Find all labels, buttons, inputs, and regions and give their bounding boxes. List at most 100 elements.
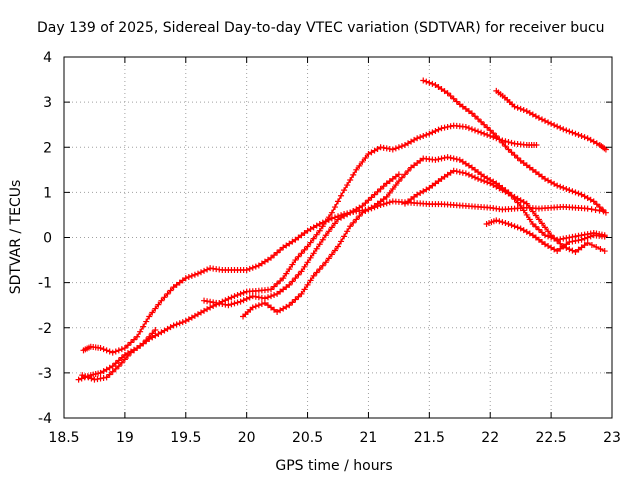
data-point xyxy=(572,248,579,255)
data-point xyxy=(563,185,570,192)
data-point xyxy=(268,293,275,300)
data-point xyxy=(389,185,396,192)
data-point xyxy=(88,375,95,382)
data-point xyxy=(584,195,591,202)
data-point xyxy=(505,139,512,146)
data-point xyxy=(520,160,527,167)
data-point xyxy=(173,281,180,288)
data-point xyxy=(468,164,475,171)
data-point xyxy=(588,241,595,248)
data-point xyxy=(398,143,405,150)
data-point xyxy=(438,175,445,182)
data-point xyxy=(597,246,604,253)
data-point xyxy=(328,209,335,216)
data-point xyxy=(194,311,201,318)
data-point xyxy=(182,317,189,324)
data-point xyxy=(447,154,454,161)
data-point xyxy=(258,260,265,267)
data-point xyxy=(508,192,515,199)
data-point xyxy=(359,202,366,209)
data-point xyxy=(204,306,211,313)
data-point xyxy=(140,340,147,347)
data-point xyxy=(447,123,454,130)
data-point xyxy=(588,206,595,213)
data-point xyxy=(456,156,463,163)
x-tick-label: 19 xyxy=(116,430,134,446)
data-point xyxy=(268,254,275,261)
data-point xyxy=(557,240,564,247)
data-point xyxy=(319,236,326,243)
data-point xyxy=(295,253,302,260)
data-point xyxy=(338,214,345,221)
data-point xyxy=(496,185,503,192)
data-point xyxy=(316,241,323,248)
data-point xyxy=(246,294,253,301)
data-point xyxy=(548,179,555,186)
y-tick-label: -3 xyxy=(38,366,52,382)
data-point xyxy=(115,363,122,370)
data-point xyxy=(441,173,448,180)
data-point xyxy=(338,238,345,245)
data-point xyxy=(374,188,381,195)
data-point xyxy=(526,164,533,171)
data-point xyxy=(465,108,472,115)
data-point xyxy=(535,236,542,243)
data-point xyxy=(535,226,542,233)
data-point xyxy=(377,185,384,192)
series-track-5 xyxy=(240,154,608,320)
data-point xyxy=(118,354,125,361)
data-point xyxy=(368,149,375,156)
data-point xyxy=(542,224,549,231)
data-point xyxy=(134,333,141,340)
data-point xyxy=(563,127,570,134)
data-point xyxy=(161,327,168,334)
data-point xyxy=(578,191,585,198)
data-point xyxy=(368,204,375,211)
data-point xyxy=(481,178,488,185)
data-point xyxy=(496,136,503,143)
data-point xyxy=(429,80,436,87)
data-point xyxy=(286,281,293,288)
data-point xyxy=(137,328,144,335)
data-point xyxy=(411,136,418,143)
data-point xyxy=(499,219,506,226)
data-point xyxy=(280,244,287,251)
data-point xyxy=(587,233,594,240)
data-point xyxy=(496,218,503,225)
data-point xyxy=(438,125,445,132)
data-point xyxy=(459,169,466,176)
data-point xyxy=(377,198,384,205)
data-point xyxy=(201,307,208,314)
data-point xyxy=(261,258,268,265)
data-point xyxy=(411,162,418,169)
data-point xyxy=(78,375,85,382)
y-tick-label: 0 xyxy=(43,231,52,247)
data-point xyxy=(328,215,335,222)
data-point xyxy=(395,171,402,178)
data-point xyxy=(374,145,381,152)
data-point xyxy=(584,135,591,142)
data-point xyxy=(417,134,424,141)
data-point xyxy=(538,220,545,227)
data-point xyxy=(264,294,271,301)
data-point xyxy=(493,217,500,224)
data-point xyxy=(353,206,360,213)
data-point xyxy=(557,183,564,190)
data-point xyxy=(554,182,561,189)
data-point xyxy=(545,242,552,249)
data-point xyxy=(140,323,147,330)
data-point xyxy=(508,149,515,156)
series-track-8 xyxy=(420,77,609,216)
data-point xyxy=(301,246,308,253)
data-point xyxy=(322,259,329,266)
data-point xyxy=(158,329,165,336)
data-point xyxy=(441,154,448,161)
y-axis-label: SDTVAR / TECUs xyxy=(8,180,24,295)
data-point xyxy=(246,265,253,272)
data-point xyxy=(341,233,348,240)
data-point xyxy=(198,309,204,316)
data-point xyxy=(593,140,600,147)
data-point xyxy=(264,302,271,309)
data-point xyxy=(554,123,561,130)
data-point xyxy=(481,121,488,128)
